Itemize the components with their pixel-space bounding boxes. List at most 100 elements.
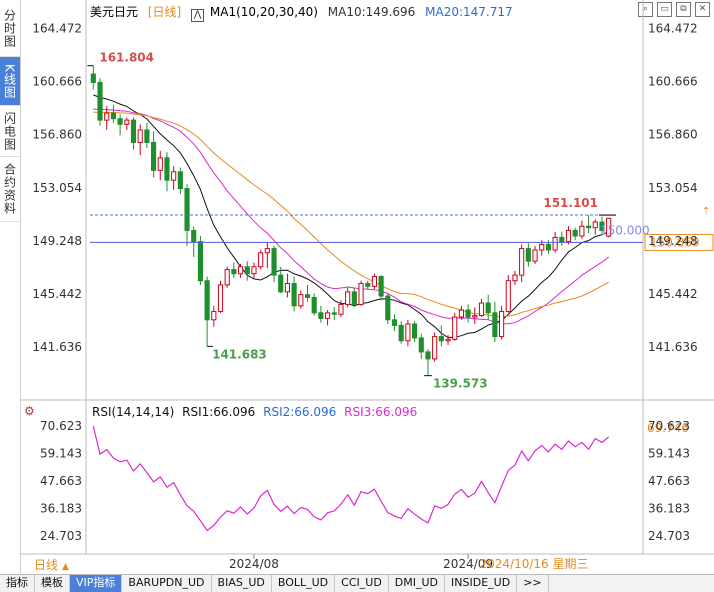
current-price-box [644, 233, 714, 251]
toolbar-item[interactable]: 模板 [35, 575, 70, 592]
rsi3-value: RSI3:66.096 [344, 405, 418, 419]
candle-body [525, 248, 531, 262]
candle-body [264, 248, 270, 254]
candle-body [177, 171, 183, 190]
candle-body [405, 323, 411, 342]
current-price-value: 150.869 [650, 235, 700, 249]
rsi-tick-left: 70.623 [40, 419, 82, 433]
candle-body [238, 266, 244, 275]
candle-body [452, 316, 458, 340]
candle-body [438, 336, 444, 342]
toolbar-item[interactable]: 指标 [0, 575, 35, 592]
tab-lightning[interactable]: 闪电图 [0, 106, 20, 157]
rsi-tick-right: 59.143 [648, 447, 690, 461]
ma-settings-icon[interactable]: ⋀ [191, 9, 205, 22]
toolbar-item[interactable]: BOLL_UD [272, 575, 336, 592]
level-150-label: 150.000 [600, 223, 650, 237]
rsi-line [92, 425, 610, 532]
ma20-line [93, 108, 609, 325]
candle-body [258, 252, 264, 268]
candle-body [586, 225, 592, 229]
rsi-tick-right: 24.703 [648, 529, 690, 543]
close-icon[interactable]: ✕ [695, 2, 710, 17]
candle-body [130, 119, 137, 143]
price-tick-right: 156.860 [648, 128, 698, 142]
low-aug-label: 141.683 [212, 347, 267, 361]
ma10-value: MA10:149.696 [327, 5, 416, 19]
candle-body [539, 243, 545, 251]
toolbar-item[interactable]: VIP指标 [70, 575, 123, 592]
candle-body [90, 73, 96, 83]
search-icon[interactable]: ⌕ [638, 2, 653, 17]
grid-layer [20, 0, 714, 555]
moving-averages [93, 94, 609, 339]
candle-body [432, 336, 438, 360]
candle-body [117, 118, 123, 125]
candle-body [559, 236, 565, 243]
candle-body [345, 291, 351, 305]
candle-body [110, 112, 116, 120]
rsi-tick-left: 47.663 [40, 474, 82, 488]
candle-body [499, 310, 505, 338]
candle-body [244, 266, 250, 275]
indicator-toolbar: 指标 模板 VIP指标 BARUPDN_UD BIAS_UD BOLL_UD CCI_UD D… [0, 574, 714, 592]
ma10-line [93, 94, 609, 339]
candle-body [164, 157, 170, 181]
candle-body [485, 302, 491, 314]
candle-body [552, 236, 558, 251]
period-row: 日线 ▲ [0, 555, 714, 573]
symbol-title: 美元日元 [90, 5, 139, 19]
period-selector-label: 日线 [34, 557, 59, 572]
toolbar-item[interactable]: >> [517, 575, 549, 592]
candle-body [224, 269, 230, 286]
candle-body [592, 221, 598, 229]
candle-body [385, 295, 391, 321]
toolbar-item[interactable]: DMI_UD [389, 575, 446, 592]
minimize-icon[interactable]: ▭ [657, 2, 672, 17]
period-label[interactable]: [日线] [147, 5, 182, 19]
left-sidebar: 分时图 K线图 闪电图 合约资料 [0, 0, 21, 573]
price-tick-right: 153.054 [648, 181, 698, 195]
recent-high-label: 151.101 [543, 196, 598, 210]
price-tick-right: 141.636 [648, 340, 698, 354]
ma30-line [93, 111, 609, 318]
price-tick-left: 145.442 [32, 287, 82, 301]
candle-body [271, 248, 277, 276]
candle-body [284, 282, 290, 293]
tab-time-sharing[interactable]: 分时图 [0, 0, 20, 57]
period-selector[interactable]: 日线 ▲ [34, 556, 69, 573]
candle-body [104, 112, 110, 121]
rsi-header: RSI(14,14,14) RSI1:66.096 RSI2:66.096 RS… [92, 405, 421, 419]
candle-body [331, 312, 337, 315]
chart-header: 美元日元 [日线] ⋀ MA1(10,20,30,40) MA10:149.69… [90, 3, 519, 22]
toolbar-item[interactable]: CCI_UD [335, 575, 389, 592]
candle-body [211, 310, 217, 321]
candle-body [191, 229, 197, 243]
rsi-tick-left: 36.183 [40, 501, 82, 515]
toolbar-item[interactable]: INSIDE_UD [445, 575, 518, 592]
candle-body [532, 249, 538, 262]
candle-body [124, 119, 130, 125]
candle-body [311, 296, 317, 314]
candle-body [519, 248, 525, 276]
candle-body [565, 229, 572, 243]
price-tick-right: 164.472 [648, 21, 698, 35]
low-sep-label: 139.573 [433, 377, 488, 391]
candle-body [278, 274, 284, 293]
tab-kline[interactable]: K线图 [0, 57, 20, 106]
candle-body [445, 338, 451, 342]
price-tick-left: 153.054 [32, 181, 82, 195]
restore-icon[interactable]: ⧉ [676, 2, 691, 17]
candle-body [298, 294, 304, 307]
price-tick-left: 156.860 [32, 128, 82, 142]
candle-body [291, 282, 297, 307]
toolbar-item[interactable]: BARUPDN_UD [122, 575, 212, 592]
indicator-settings-icon[interactable]: ⚙ [24, 404, 35, 418]
toolbar-item[interactable]: BIAS_UD [212, 575, 272, 592]
candle-body [197, 241, 203, 282]
candle-body [398, 324, 404, 342]
date-label: 2024/10/16 星期三 [480, 557, 589, 571]
tab-contract-info[interactable]: 合约资料 [0, 157, 20, 222]
candle-body [304, 294, 311, 298]
